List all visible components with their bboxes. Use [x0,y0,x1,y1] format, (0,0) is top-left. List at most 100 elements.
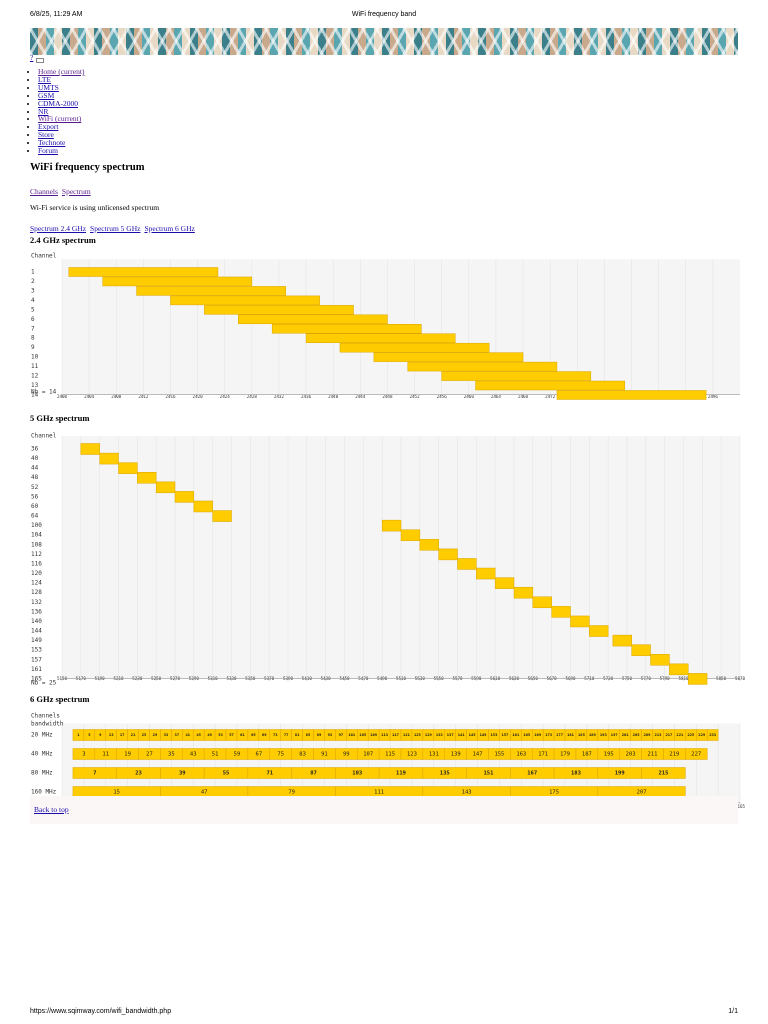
y-tick-label: 9 [31,344,35,351]
channel-label: 33 [164,732,169,737]
channel-label: 181 [567,732,575,737]
channel-bar [706,729,719,741]
channel-bar [631,644,651,656]
channel-label: 83 [299,752,306,758]
channel-label: 89 [317,732,322,737]
channel-bar [400,529,421,541]
x-tick-label: 2400 [57,394,68,399]
channel-label: 205 [633,732,641,737]
channel-bar [170,295,320,306]
y-tick-label: 10 [31,354,39,361]
channel-label: 91 [321,752,328,758]
channel-label: 55 [223,771,230,777]
channel-label: 201 [622,732,630,737]
y-tick-label: 20 MHz [31,732,53,739]
channel-label: 123 [407,752,417,758]
channel-bar [68,267,219,277]
channel-label: 97 [339,732,344,737]
channel-label: 21 [131,732,136,737]
channel-label: 73 [273,732,278,737]
y-tick-label: 104 [31,532,42,539]
y-axis-label: Channel [31,253,57,260]
y-axis-label: Channels [31,713,60,720]
back-to-top[interactable]: Back to top [34,805,69,814]
x-tick-label: 7165 [735,804,746,809]
channel-label: 59 [234,752,241,758]
channel-bar [381,519,402,532]
channel-label: 113 [381,732,389,737]
channel-bar [441,371,592,381]
x-tick-label: 2440 [328,394,339,399]
channel-bar [212,510,232,522]
channel-bar [419,539,439,551]
x-tick-label: 2428 [247,394,258,399]
print-title: WiFi frequency band [351,11,417,18]
nav-link[interactable]: UMTS [38,82,59,92]
channel-label: 39 [179,771,186,777]
y-tick-label: 100 [31,522,42,529]
anchor-link[interactable]: Spectrum 6 GHz [144,224,195,233]
channel-label: 227 [691,752,701,758]
nav-link[interactable]: Store [38,130,54,140]
channel-label: 71 [266,771,273,777]
y-tick-label: 157 [31,656,42,663]
tabs: Channels Spectrum [30,181,91,199]
help-link[interactable]: ? [30,53,34,62]
y-tick-label: 60 [31,503,39,510]
nav-link[interactable]: Forum [38,146,59,156]
x-tick-label: 2420 [193,394,204,399]
channel-label: 167 [527,771,537,777]
channel-label: 213 [655,732,663,737]
channel-label: 171 [538,752,548,758]
y-tick-label: 12 [31,373,39,380]
nav-link[interactable]: Export [38,122,59,132]
heading: WiFi frequency spectrum [30,162,145,173]
channel-bar [99,452,119,465]
channel-label: 165 [523,732,531,737]
channel-label: 149 [480,732,488,737]
channel-label: 17 [120,732,125,737]
channel-label: 177 [556,732,563,737]
y-tick-label: 7 [31,325,35,332]
section-title: 5 GHz spectrum [30,413,90,423]
y-tick-label: 40 [31,455,39,462]
section-title: 6 GHz spectrum [30,694,90,704]
channel-bar [305,333,456,343]
x-tick-label: 2448 [382,394,393,399]
channel-bar [612,634,632,647]
y-tick-label: 128 [31,589,42,596]
anchor-link[interactable]: Spectrum 5 GHz [90,224,141,233]
channel-label: 163 [516,752,526,758]
y-tick-label: 112 [31,551,42,558]
x-tick-label: 2412 [138,394,149,399]
nav-link[interactable]: NR [38,106,49,116]
y-tick-label: 140 [31,618,42,625]
tab-link[interactable]: Spectrum [61,187,91,196]
channel-label: 61 [240,732,245,737]
y-tick-label: 40 MHz [31,751,53,758]
nav-link[interactable]: Home (current) [38,67,85,76]
nav-link[interactable]: WiFi (current) [38,114,82,124]
channel-bar [685,748,708,760]
channel-bar [118,462,138,474]
nav-list: Home (current)LTEUMTSGSMCDMA-2000NRWiFi … [38,68,84,155]
nav-link[interactable]: CDMA-2000 [38,98,79,108]
anchor-link[interactable]: Spectrum 2.4 GHz [30,224,87,233]
channel-label: 169 [534,732,542,737]
channel-label: 41 [185,732,190,737]
channel-label: 47 [201,790,208,796]
nav-link[interactable]: LTE [38,74,52,84]
x-tick-label: 2408 [111,394,122,399]
channel-label: 189 [589,732,597,737]
channel-label: 145 [469,732,477,737]
x-tick-label: 2472 [545,394,556,399]
channel-label: 85 [306,732,311,737]
channel-bar [513,586,534,599]
tab-link[interactable]: Channels [30,187,58,196]
channel-label: 45 [196,732,201,737]
channel-label: 203 [626,752,636,758]
nav-link[interactable]: Technote [38,138,66,148]
y-tick-label: 13 [31,382,39,389]
channel-label: 175 [549,790,559,796]
nav-link[interactable]: GSM [38,90,55,100]
